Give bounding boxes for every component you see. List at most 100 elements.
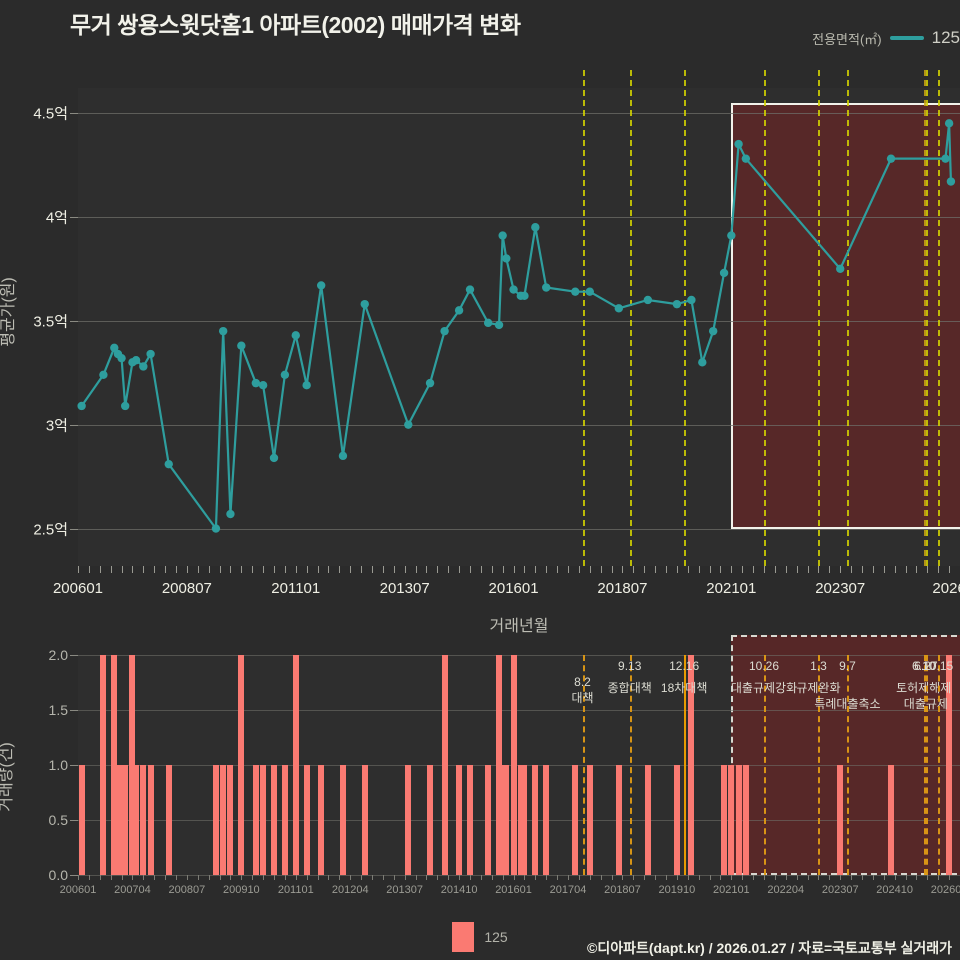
price-data-point — [77, 401, 86, 411]
volume-y-tick-label: 1.0 — [48, 757, 68, 773]
volume-bar — [517, 765, 524, 875]
volume-bar — [118, 765, 125, 875]
volume-x-minor-tick — [644, 875, 646, 880]
price-x-minor-tick — [197, 566, 199, 573]
price-y-tick-mark — [70, 424, 78, 426]
price-data-point — [117, 353, 126, 363]
volume-bar — [100, 655, 107, 875]
volume-x-minor-tick — [611, 875, 613, 880]
volume-x-minor-tick — [709, 875, 711, 880]
price-data-point — [454, 306, 464, 315]
volume-gridline — [78, 655, 960, 656]
policy-vline — [925, 70, 928, 566]
policy-annotation-date: 9.7 — [839, 659, 856, 673]
price-data-point — [708, 326, 718, 336]
price-data-point — [944, 119, 954, 128]
volume-x-minor-tick — [350, 875, 352, 880]
price-x-minor-tick — [88, 566, 90, 573]
volume-bar — [133, 765, 140, 875]
volume-x-minor-tick — [796, 875, 798, 880]
policy-vline — [818, 70, 821, 566]
price-x-minor-tick — [241, 566, 243, 573]
volume-x-minor-tick — [905, 875, 907, 880]
policy-vline — [582, 70, 585, 566]
volume-x-tick-label: 201204 — [331, 884, 369, 896]
volume-x-minor-tick — [274, 875, 275, 880]
price-x-minor-tick — [404, 566, 406, 573]
volume-bar — [427, 765, 434, 875]
volume-x-minor-tick — [132, 875, 134, 880]
volume-bar — [111, 655, 118, 875]
volume-x-minor-tick — [513, 875, 515, 880]
legend-bottom-swatch — [452, 922, 475, 952]
price-x-minor-tick — [165, 566, 167, 573]
price-x-minor-tick — [589, 566, 591, 573]
price-x-minor-tick — [121, 566, 123, 573]
volume-x-minor-tick — [328, 875, 330, 880]
price-x-minor-tick — [894, 566, 896, 573]
volume-bar — [114, 765, 121, 875]
price-x-tick-label: 202307 — [815, 580, 866, 597]
price-x-minor-tick — [731, 566, 733, 573]
policy-vline — [847, 70, 850, 566]
price-y-tick-mark — [70, 528, 78, 530]
volume-x-minor-tick — [208, 875, 210, 880]
price-x-axis: 200601 200807 201101 201307 201601 201807 2021… — [53, 566, 960, 612]
price-y-tick-mark — [70, 112, 78, 114]
policy-vline — [923, 70, 926, 566]
policy-annotation-label: 대책 — [571, 691, 594, 705]
volume-x-minor-tick — [393, 875, 395, 880]
price-data-point — [941, 154, 950, 163]
price-x-minor-tick — [535, 566, 537, 573]
price-data-point — [360, 299, 369, 309]
price-data-point — [687, 295, 696, 305]
volume-x-minor-tick — [938, 875, 940, 880]
volume-x-axis: 200601 200704 200807 200910 201101 201204 2013… — [60, 875, 960, 905]
volume-gridline — [78, 875, 960, 876]
price-x-minor-tick — [317, 566, 319, 573]
volume-x-minor-tick — [121, 875, 123, 880]
price-data-point — [211, 524, 221, 533]
volume-x-minor-tick — [589, 875, 591, 880]
price-x-minor-tick — [840, 566, 842, 573]
price-x-tick-label: 202101 — [706, 580, 757, 597]
volume-x-minor-tick — [883, 875, 885, 880]
volume-y-axis-title: 거래량(건) — [0, 742, 15, 812]
policy-vline — [684, 70, 687, 566]
volume-x-tick-label: 200704 — [114, 884, 151, 896]
price-x-minor-tick — [774, 566, 776, 573]
policy-annotation-date: 6.10 — [912, 659, 936, 673]
volume-bar — [503, 765, 510, 875]
price-x-minor-tick — [818, 566, 820, 573]
price-x-tick-label: 2026 — [932, 580, 960, 597]
volume-x-minor-tick — [687, 875, 689, 880]
volume-x-minor-tick — [415, 875, 417, 880]
price-x-minor-tick — [796, 566, 798, 573]
price-x-minor-tick — [295, 566, 297, 573]
volume-x-tick-label: 201910 — [658, 884, 696, 896]
price-x-minor-tick — [306, 566, 308, 573]
price-data-point — [291, 331, 300, 340]
volume-x-minor-tick — [339, 875, 341, 880]
volume-bar — [467, 765, 473, 875]
price-x-minor-tick — [851, 566, 853, 573]
legend-bottom: 125 — [0, 922, 960, 952]
volume-y-tick-mark — [70, 765, 78, 766]
volume-bar — [572, 765, 579, 875]
price-x-minor-tick — [742, 566, 744, 573]
volume-x-minor-tick — [774, 875, 776, 880]
policy-annotation-label: 18차대책 — [660, 681, 708, 695]
volume-x-minor-tick — [666, 875, 667, 880]
volume-x-minor-tick — [372, 875, 373, 880]
volume-x-minor-tick — [382, 875, 384, 880]
volume-x-tick-label: 201601 — [495, 884, 532, 896]
price-x-minor-tick — [143, 566, 145, 573]
volume-bar — [532, 765, 539, 875]
volume-bar — [521, 765, 528, 875]
price-x-minor-tick — [132, 566, 134, 573]
volume-bar — [318, 765, 325, 875]
volume-x-minor-tick — [731, 875, 733, 880]
price-x-minor-tick — [219, 566, 221, 573]
legend-top-label: 전용면적(㎡) — [812, 31, 882, 47]
